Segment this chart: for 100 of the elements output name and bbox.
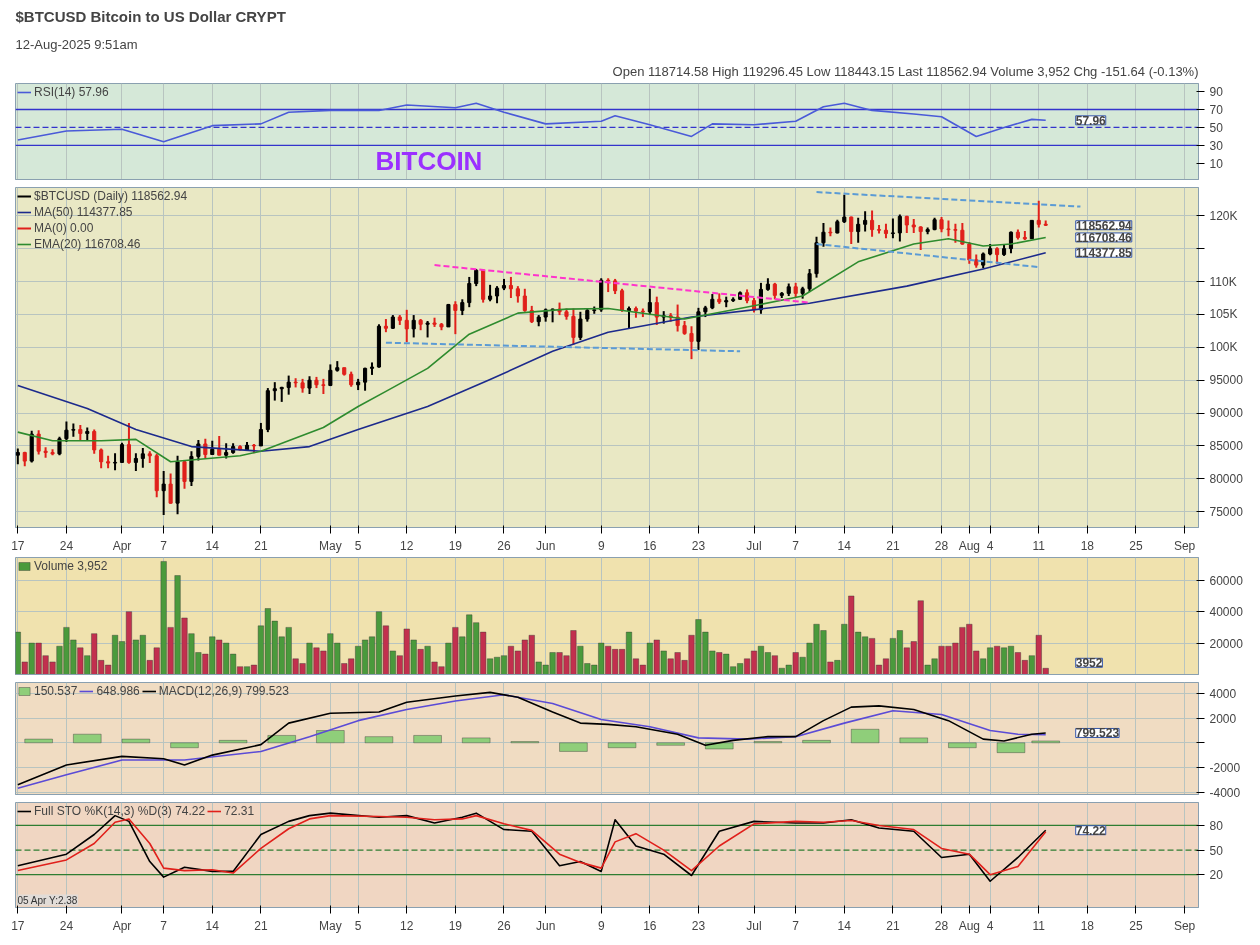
x-tick-label: 21 [254, 918, 268, 933]
bar [219, 740, 248, 744]
bar [948, 742, 977, 748]
annotation: 799.523 [1075, 726, 1120, 741]
y-tick-label: 30 [1209, 138, 1224, 153]
y-tick-label: -4000 [1209, 785, 1241, 800]
bar [316, 730, 345, 744]
x-tick-label: 14 [837, 538, 852, 553]
y-tick-label: 20 [1209, 868, 1224, 883]
bar [413, 735, 442, 744]
x-tick-label: 4 [986, 538, 994, 553]
x-tick-label: 19 [448, 918, 463, 933]
candlestick [57, 435, 62, 457]
x-tick-label: 7 [160, 538, 168, 553]
x-tick-label: 11 [1032, 918, 1046, 933]
candlestick [453, 300, 458, 336]
x-tick-label: 28 [934, 538, 949, 553]
candlestick [571, 307, 576, 346]
candlestick [168, 472, 173, 505]
x-tick-label: Jun [535, 538, 556, 553]
x-tick-label: 26 [497, 918, 511, 933]
y-tick-label: 120K [1209, 208, 1238, 223]
x-tick-label: 11 [1032, 538, 1046, 553]
legend-label: Full STO %K(14,3) %D(3) 74.22 [34, 804, 206, 818]
annotation: BITCOIN [375, 145, 483, 176]
candlestick [863, 210, 868, 233]
legend-label: Volume 3,952 [34, 559, 108, 573]
candlestick [286, 374, 291, 396]
y-tick-label: 50 [1209, 843, 1224, 858]
x-tick-label: 12 [400, 918, 414, 933]
x-tick-label: Aug [958, 918, 980, 933]
candlestick [217, 435, 222, 457]
y-tick-label: 10 [1209, 156, 1224, 171]
x-tick-label: 14 [205, 538, 220, 553]
x-tick-label: Jul [746, 538, 762, 553]
candlestick [508, 275, 513, 299]
x-tick-label: 28 [934, 918, 949, 933]
x-tick-label: 24 [59, 538, 74, 553]
candlestick [626, 305, 632, 330]
candlestick [578, 310, 583, 342]
y-tick-label: 90000 [1209, 406, 1244, 421]
candlestick [126, 421, 131, 465]
candlestick [842, 193, 847, 225]
x-tick-label: 4 [986, 918, 994, 933]
x-tick-label: 17 [11, 538, 25, 553]
candlestick [161, 469, 166, 516]
bar [73, 733, 102, 744]
annotation: 3952 [1075, 656, 1103, 671]
x-tick-label: 19 [448, 538, 463, 553]
candlestick [870, 209, 875, 238]
x-tick-label: 16 [643, 538, 657, 553]
y-tick-label: 80000 [1209, 471, 1244, 486]
legend-label: $BTCUSD (Daily) 118562.94 [34, 189, 188, 203]
candlestick [411, 314, 416, 339]
bar [996, 742, 1026, 753]
x-tick-label: 23 [691, 918, 706, 933]
y-tick-label: 110K [1209, 274, 1237, 289]
x-tick-label: 14 [837, 918, 852, 933]
y-tick-label: 20000 [1209, 636, 1244, 651]
x-tick-label: 26 [497, 538, 511, 553]
legend-label: 72.31 [224, 804, 255, 818]
x-tick-label: 24 [59, 918, 74, 933]
bar [559, 742, 588, 752]
y-tick-label: 105K [1209, 307, 1238, 322]
y-tick-label: 60000 [1209, 573, 1244, 588]
candlestick [821, 222, 826, 248]
candlestick [897, 213, 902, 243]
y-tick-label: 95000 [1209, 373, 1244, 388]
x-tick-label: 5 [354, 538, 362, 553]
candlestick [140, 446, 145, 469]
x-tick-label: 7 [160, 918, 168, 933]
candlestick [182, 460, 187, 490]
candlestick [404, 308, 409, 344]
legend-label: EMA(20) 116708.46 [34, 237, 141, 251]
candlestick [467, 275, 472, 309]
x-tick-label: Sep [1173, 538, 1196, 553]
x-tick-label: 12 [400, 538, 414, 553]
y-tick-label: 2000 [1209, 711, 1237, 726]
chart-subtitle: 12-Aug-2025 9:51am [15, 36, 138, 52]
x-tick-label: 14 [205, 918, 220, 933]
x-tick-label: 9 [597, 918, 605, 933]
x-tick-label: 18 [1080, 918, 1095, 933]
x-tick-label: 25 [1129, 918, 1143, 933]
candlestick [196, 439, 201, 462]
y-tick-label: 75000 [1209, 504, 1244, 519]
candlestick [258, 421, 263, 447]
bar [851, 729, 880, 744]
x-tick-label: 16 [643, 918, 657, 933]
candlestick [64, 420, 69, 444]
x-tick-label: 23 [691, 538, 706, 553]
x-tick-label: 18 [1080, 538, 1095, 553]
candlestick [522, 287, 527, 313]
bar [24, 738, 53, 744]
legend-label: 150.537 [34, 684, 78, 698]
candlestick [1036, 199, 1041, 229]
x-tick-label: 9 [597, 538, 605, 553]
x-tick-label: Aug [958, 538, 980, 553]
legend-label: MA(50) 114377.85 [34, 205, 133, 219]
x-tick-label: 25 [1129, 538, 1143, 553]
bar [607, 742, 637, 748]
